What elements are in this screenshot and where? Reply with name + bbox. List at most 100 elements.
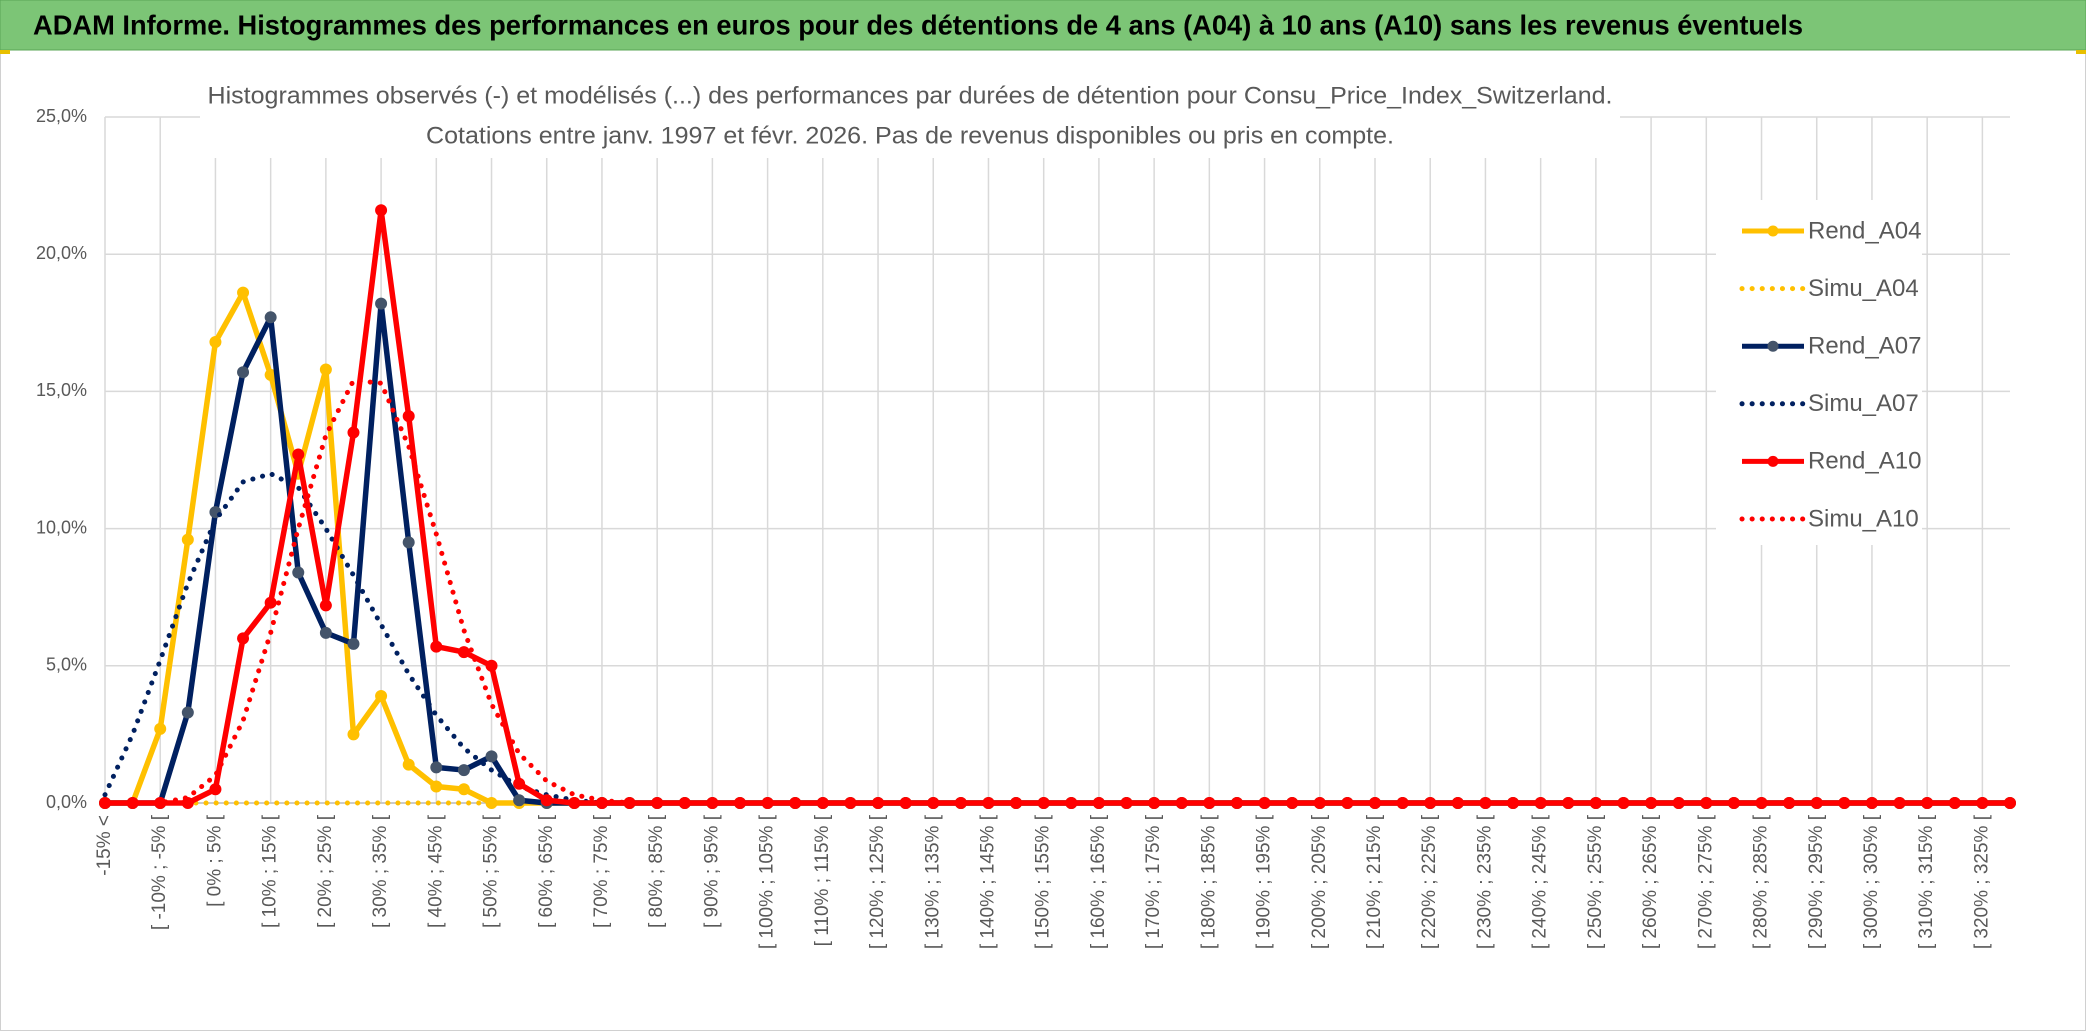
x-tick-label: [ 30% ; 35% [ <box>370 814 391 928</box>
banner <box>0 0 2086 51</box>
x-tick-label: [ 310% ; 315% [ <box>1916 814 1937 949</box>
point-marker <box>485 750 498 763</box>
y-tick-label: 5,0% <box>46 655 87 675</box>
legend-label: Simu_A07 <box>1808 390 1919 417</box>
x-tick-label: [ 70% ; 75% [ <box>591 814 612 928</box>
x-tick-label: [ 290% ; 295% [ <box>1806 814 1827 949</box>
x-tick-label: [ 180% ; 185% [ <box>1198 814 1219 949</box>
point-marker <box>457 783 470 796</box>
x-tick-label: [ 260% ; 265% [ <box>1640 814 1661 949</box>
x-tick-label: [ 150% ; 155% [ <box>1033 814 1054 949</box>
x-tick-label: [ 250% ; 255% [ <box>1585 814 1606 949</box>
legend-label: Rend_A10 <box>1808 448 1921 475</box>
series-line <box>102 471 2013 806</box>
x-tick-label: [ 130% ; 135% [ <box>922 814 943 949</box>
legend-label: Simu_A10 <box>1808 505 1919 532</box>
point-marker <box>402 758 415 771</box>
point-marker <box>237 286 250 299</box>
legend-label: Simu_A04 <box>1808 275 1919 302</box>
point-marker <box>209 336 222 349</box>
y-tick-label: 25,0% <box>36 106 87 126</box>
y-tick-label: 20,0% <box>36 243 87 263</box>
x-tick-label: [ 120% ; 125% [ <box>867 814 888 949</box>
y-tick-label: 10,0% <box>36 517 87 537</box>
x-tick-label: [ 200% ; 205% [ <box>1309 814 1330 949</box>
point-marker <box>347 637 360 650</box>
point-marker <box>154 722 167 735</box>
x-tick-label: [ 300% ; 305% [ <box>1861 814 1882 949</box>
y-tick-label: 0,0% <box>46 792 87 812</box>
point-marker <box>237 366 250 379</box>
point-marker <box>375 297 388 310</box>
x-tick-label: [ 280% ; 285% [ <box>1751 814 1772 949</box>
legend-marker <box>1767 455 1779 467</box>
point-marker <box>319 599 332 612</box>
point-marker <box>430 640 443 653</box>
point-marker <box>540 794 553 807</box>
point-marker <box>292 448 305 461</box>
x-tick-label: [ 210% ; 215% [ <box>1364 814 1385 949</box>
point-marker <box>264 311 277 324</box>
x-tick-label: [ 220% ; 225% [ <box>1419 814 1440 949</box>
point-marker <box>375 204 388 217</box>
x-tick-label: [ 50% ; 55% [ <box>481 814 502 928</box>
legend-label: Rend_A07 <box>1808 333 1921 360</box>
x-tick-label: [ 90% ; 95% [ <box>701 814 722 928</box>
x-tick-label: [ 40% ; 45% [ <box>425 814 446 928</box>
x-tick-label: [ 110% ; 115% [ <box>812 814 833 946</box>
x-tick-label: [ 100% ; 105% [ <box>757 814 778 949</box>
corner <box>2076 50 2086 54</box>
point-marker <box>319 626 332 639</box>
x-tick-label: [ 170% ; 175% [ <box>1143 814 1164 949</box>
point-marker <box>209 783 222 796</box>
chart-title: Histogrammes observés (-) et modélisés (… <box>208 82 1613 109</box>
x-tick-label: [ 10% ; 15% [ <box>260 814 281 928</box>
x-tick-label: [ 240% ; 245% [ <box>1530 814 1551 949</box>
point-marker <box>430 761 443 774</box>
point-marker <box>568 797 581 809</box>
point-marker <box>430 780 443 793</box>
x-tick-label: -15% < <box>94 815 115 876</box>
legend-label: Rend_A04 <box>1808 217 1921 244</box>
legend-marker <box>1767 340 1779 352</box>
plot <box>99 204 2016 809</box>
x-tick-label: [ 60% ; 65% [ <box>536 814 557 928</box>
point-marker <box>264 596 277 609</box>
x-tick-label: [ 80% ; 85% [ <box>646 814 667 928</box>
point-marker <box>457 646 470 659</box>
banner-title: ADAM Informe. Histogrammes des performan… <box>33 9 1803 40</box>
x-tick-label: [ 270% ; 275% [ <box>1695 814 1716 949</box>
legend-box <box>1716 200 1922 545</box>
x-tick-label: [ 190% ; 195% [ <box>1254 814 1275 949</box>
point-marker <box>237 632 250 645</box>
corner <box>0 50 10 54</box>
point-marker <box>319 363 332 376</box>
point-marker <box>375 689 388 702</box>
point-marker <box>513 794 526 807</box>
point-marker <box>485 659 498 672</box>
series-line <box>102 377 2013 806</box>
point-marker <box>402 536 415 549</box>
point-marker <box>513 777 526 790</box>
legend: Rend_A04 Simu_A04 Rend_A07 Simu_A07 Rend_A10… <box>1716 200 1922 545</box>
x-tick-label: [ 140% ; 145% [ <box>977 814 998 949</box>
chart-subtitle: Cotations entre janv. 1997 et févr. 2026… <box>426 122 1394 149</box>
x-tick-label: [ 0% ; 5% [ <box>204 814 225 907</box>
point-marker <box>347 426 360 439</box>
grid: 0,0% 5,0% 10,0% 15,0% 20,0% 25,0% -15% < [ -10%… <box>36 106 2010 949</box>
y-tick-label: 15,0% <box>36 380 87 400</box>
legend-marker <box>1767 225 1779 237</box>
x-tick-label: [ 320% ; 325% [ <box>1971 814 1992 949</box>
point-marker <box>457 764 470 777</box>
x-tick-label: [ 160% ; 165% [ <box>1088 814 1109 949</box>
point-marker <box>181 533 194 546</box>
x-tick-label: [ 230% ; 235% [ <box>1474 814 1495 949</box>
title-background <box>200 78 1620 158</box>
x-tick-label: [ -10% ; -5% [ <box>149 814 170 930</box>
point-marker <box>292 566 305 579</box>
point-marker <box>402 410 415 423</box>
x-tick-label: [ 20% ; 25% [ <box>315 814 336 928</box>
point-marker <box>181 706 194 719</box>
point-marker <box>347 728 360 741</box>
